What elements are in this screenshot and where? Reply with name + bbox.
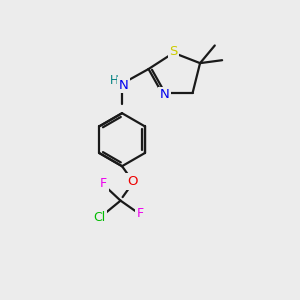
Text: F: F [137,207,144,220]
Text: H: H [110,74,118,87]
Text: N: N [118,79,128,92]
Text: N: N [160,88,169,101]
Text: O: O [127,175,138,188]
Text: Cl: Cl [93,211,105,224]
Text: S: S [169,45,178,58]
Text: F: F [100,177,107,190]
